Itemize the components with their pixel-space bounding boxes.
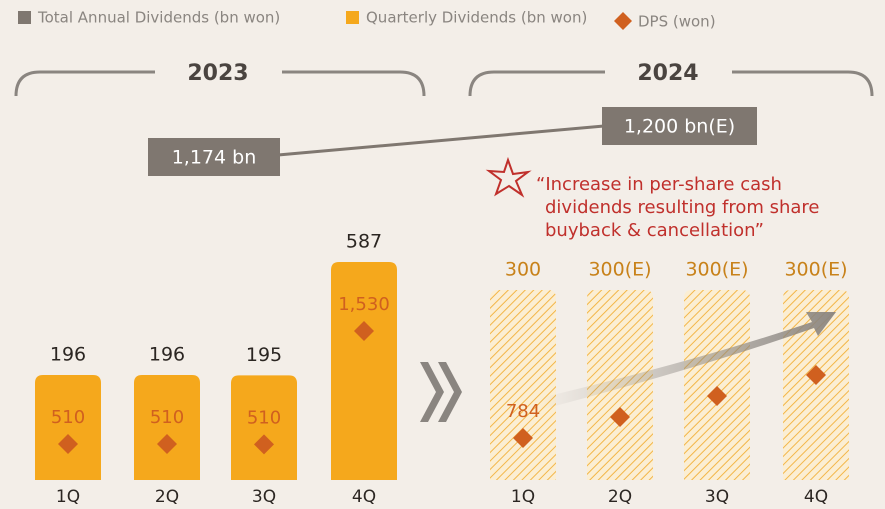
legend-label: Total Annual Dividends (bn won)	[37, 9, 280, 27]
bar-value-label: 196	[50, 344, 86, 366]
bar-value-label: 300(E)	[685, 259, 748, 281]
star-icon	[485, 156, 532, 198]
x-tick-label: 2Q	[155, 487, 179, 507]
bar	[134, 375, 200, 480]
x-tick-label: 3Q	[705, 487, 729, 507]
total-label: 1,174 bn	[172, 147, 257, 169]
bar-value-label: 195	[246, 344, 282, 366]
x-tick-label: 1Q	[511, 487, 535, 507]
annotation: buyback & cancellation”	[545, 220, 764, 241]
bar-value-label: 196	[149, 344, 185, 366]
bar	[231, 375, 297, 480]
trend-arrow	[540, 312, 836, 410]
dps-marker	[157, 434, 177, 455]
legend-label: DPS (won)	[638, 13, 716, 31]
legend-swatch	[346, 11, 359, 24]
dps-marker	[354, 321, 374, 341]
dps-marker	[610, 407, 630, 427]
legend-label: Quarterly Dividends (bn won)	[366, 9, 587, 27]
bracket	[468, 70, 874, 97]
annotation: “Increase in per-share cash	[536, 174, 782, 195]
total-label: 1,200 bn(E)	[624, 116, 735, 138]
x-tick-label: 4Q	[352, 487, 376, 507]
dps-label: 510	[51, 407, 85, 428]
dps-label: 510	[150, 407, 184, 428]
panel-title: 2023	[187, 61, 248, 86]
total-box	[148, 138, 280, 176]
x-tick-label: 4Q	[804, 487, 828, 507]
bar-value-label: 300	[505, 259, 541, 281]
dps-marker	[58, 434, 78, 455]
bracket	[14, 70, 426, 97]
bar-value-label: 300(E)	[588, 259, 651, 281]
dps-marker	[254, 434, 274, 455]
bar-value-label: 587	[346, 231, 382, 253]
dps-label: 784	[506, 401, 540, 422]
bar	[35, 375, 101, 480]
legend-swatch	[18, 11, 31, 24]
bar	[331, 262, 397, 480]
legend-swatch	[614, 12, 632, 30]
dps-label: 1,530	[338, 294, 390, 315]
dps-marker	[513, 428, 533, 448]
chevron	[420, 362, 462, 422]
x-tick-label: 1Q	[56, 487, 80, 507]
dps-label: 510	[247, 407, 281, 428]
dps-marker	[707, 386, 727, 406]
total-box	[602, 107, 757, 145]
bar-value-label: 300(E)	[784, 259, 847, 281]
connector	[277, 124, 605, 157]
bar	[684, 290, 750, 480]
panel-title: 2024	[637, 61, 698, 86]
bar	[490, 290, 556, 480]
dps-marker	[806, 365, 826, 385]
x-tick-label: 2Q	[608, 487, 632, 507]
annotation: dividends resulting from share	[545, 197, 820, 218]
x-tick-label: 3Q	[252, 487, 276, 507]
